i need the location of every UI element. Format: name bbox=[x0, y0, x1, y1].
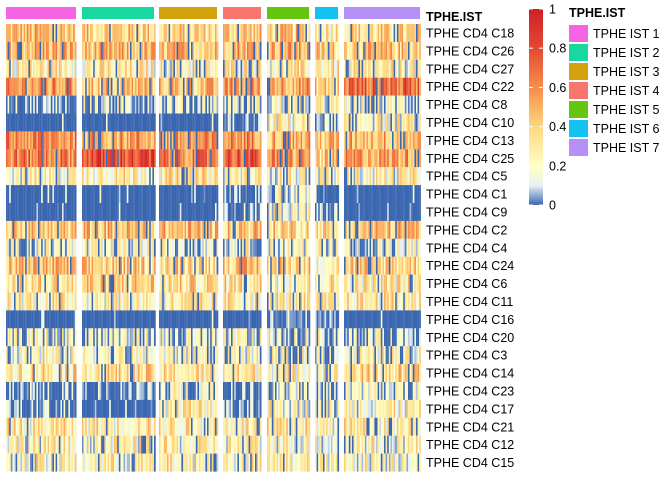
annotation-segment-5 bbox=[267, 7, 309, 19]
row-label: TPHE CD4 C10 bbox=[426, 116, 514, 130]
row-label: TPHE CD4 C17 bbox=[426, 402, 514, 416]
row-label: TPHE CD4 C5 bbox=[426, 170, 507, 184]
heatmap-row-tphe-cd4-c9 bbox=[6, 203, 421, 221]
group-legend-label: TPHE IST 2 bbox=[593, 46, 660, 60]
row-label: TPHE CD4 C27 bbox=[426, 62, 514, 76]
group-legend-swatch bbox=[569, 101, 588, 118]
group-legend-label: TPHE IST 1 bbox=[593, 27, 660, 41]
row-label: TPHE CD4 C4 bbox=[426, 241, 507, 255]
heatmap-row-tphe-cd4-c20 bbox=[6, 328, 421, 347]
group-legend-title: TPHE.IST bbox=[569, 6, 626, 20]
heatmap-row-tphe-cd4-c26 bbox=[6, 41, 421, 60]
group-legend-label: TPHE IST 6 bbox=[593, 122, 660, 136]
heatmap-row-tphe-cd4-c8 bbox=[6, 95, 421, 114]
row-label: TPHE CD4 C3 bbox=[426, 349, 507, 363]
heatmap-row-tphe-cd4-c21 bbox=[6, 417, 421, 436]
row-label: TPHE CD4 C26 bbox=[426, 44, 514, 58]
row-label: TPHE CD4 C24 bbox=[426, 259, 514, 273]
group-legend-label: TPHE IST 4 bbox=[593, 84, 660, 98]
row-label: TPHE CD4 C13 bbox=[426, 134, 514, 148]
annotation-segment-3 bbox=[159, 7, 217, 19]
heatmap-row-tphe-cd4-c17 bbox=[6, 399, 421, 418]
heatmap-row-tphe-cd4-c10 bbox=[6, 113, 421, 132]
row-label: TPHE CD4 C22 bbox=[426, 80, 514, 94]
heatmap-row-tphe-cd4-c5 bbox=[6, 167, 421, 186]
row-label: TPHE CD4 C1 bbox=[426, 188, 507, 202]
group-legend-swatch bbox=[569, 82, 588, 99]
row-label: TPHE CD4 C2 bbox=[426, 223, 507, 237]
colorbar-legend: 0 0.2 0.4 0.6 0.8 1 bbox=[529, 3, 566, 213]
row-label: TPHE CD4 C25 bbox=[426, 152, 514, 166]
colorbar-tick-label: 0.6 bbox=[549, 81, 566, 95]
annotation-segment-4 bbox=[223, 7, 261, 19]
heatmap-row-tphe-cd4-c18 bbox=[6, 24, 421, 42]
row-label: TPHE CD4 C8 bbox=[426, 98, 507, 112]
annotation-title: TPHE.IST bbox=[426, 10, 483, 24]
annotation-segment-1 bbox=[6, 7, 76, 19]
row-label: TPHE CD4 C9 bbox=[426, 205, 507, 219]
heatmap-row-tphe-cd4-c2 bbox=[6, 220, 421, 239]
colorbar-gradient bbox=[529, 9, 543, 205]
row-label: TPHE CD4 C15 bbox=[426, 456, 514, 470]
colorbar-tick-label: 0.2 bbox=[549, 159, 566, 173]
heatmap-row-tphe-cd4-c4 bbox=[6, 238, 421, 257]
heatmap-row-tphe-cd4-c25 bbox=[6, 149, 421, 168]
heatmap-row-tphe-cd4-c3 bbox=[6, 346, 421, 365]
colorbar-tick-label: 0.8 bbox=[549, 42, 566, 56]
heatmap-row-tphe-cd4-c15 bbox=[6, 453, 421, 472]
row-label: TPHE CD4 C14 bbox=[426, 367, 514, 381]
group-legend-swatch bbox=[569, 139, 588, 156]
row-label: TPHE CD4 C20 bbox=[426, 331, 514, 345]
group-legend-swatch bbox=[569, 120, 588, 137]
heatmap-row-tphe-cd4-c12 bbox=[6, 435, 421, 454]
annotation-segment-7 bbox=[344, 7, 420, 19]
heatmap-row-tphe-cd4-c24 bbox=[6, 256, 421, 275]
heatmap-row-tphe-cd4-c1 bbox=[6, 185, 421, 204]
colorbar-tick-label: 1 bbox=[549, 3, 556, 17]
group-legend-label: TPHE IST 7 bbox=[593, 141, 660, 155]
group-legend-swatch bbox=[569, 44, 588, 61]
group-legend-swatch bbox=[569, 25, 588, 42]
row-label: TPHE CD4 C23 bbox=[426, 384, 514, 398]
annotation-segment-6 bbox=[315, 7, 338, 19]
annotation-bar bbox=[6, 7, 420, 19]
group-legend-swatch bbox=[569, 63, 588, 80]
row-label: TPHE CD4 C18 bbox=[426, 26, 514, 40]
row-label: TPHE CD4 C12 bbox=[426, 438, 514, 452]
heatmap-row-tphe-cd4-c16 bbox=[6, 310, 421, 329]
heatmap-cells bbox=[6, 24, 421, 472]
heatmap-row-tphe-cd4-c23 bbox=[6, 382, 421, 400]
heatmap-row-tphe-cd4-c22 bbox=[6, 77, 421, 96]
row-labels: TPHE CD4 C18 TPHE CD4 C26 TPHE CD4 C27 TPHE… bbox=[426, 26, 514, 470]
row-label: TPHE CD4 C11 bbox=[426, 295, 513, 309]
row-label: TPHE CD4 C16 bbox=[426, 313, 514, 327]
row-label: TPHE CD4 C6 bbox=[426, 277, 507, 291]
heatmap-row-tphe-cd4-c14 bbox=[6, 364, 421, 383]
group-legend-label: TPHE IST 5 bbox=[593, 103, 660, 117]
colorbar-tick-label: 0.4 bbox=[549, 120, 566, 134]
annotation-segment-2 bbox=[82, 7, 154, 19]
heatmap-row-tphe-cd4-c13 bbox=[6, 131, 421, 150]
heatmap-row-tphe-cd4-c27 bbox=[6, 59, 421, 78]
row-label: TPHE CD4 C21 bbox=[426, 420, 514, 434]
colorbar-tick-label: 0 bbox=[549, 199, 556, 213]
heatmap-row-tphe-cd4-c11 bbox=[6, 292, 421, 311]
heatmap-row-tphe-cd4-c6 bbox=[6, 274, 421, 293]
group-legend: TPHE.IST TPHE IST 1 TPHE IST 2 TPHE IST 3 T… bbox=[569, 6, 660, 156]
group-legend-label: TPHE IST 3 bbox=[593, 65, 660, 79]
